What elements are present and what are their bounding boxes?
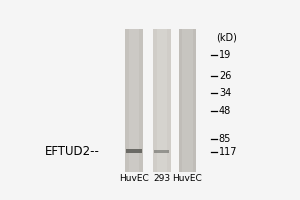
Text: (kD): (kD) xyxy=(216,33,237,43)
Text: 48: 48 xyxy=(219,106,231,116)
Bar xyxy=(179,29,196,172)
Text: 26: 26 xyxy=(219,71,231,81)
Text: HuvEC: HuvEC xyxy=(172,174,202,183)
Bar xyxy=(153,29,171,172)
Text: HuvEC: HuvEC xyxy=(119,174,149,183)
Bar xyxy=(129,29,139,172)
Bar xyxy=(182,29,193,172)
Bar xyxy=(126,149,142,153)
Bar xyxy=(154,150,170,153)
Text: 34: 34 xyxy=(219,88,231,98)
Bar xyxy=(157,29,167,172)
Text: 19: 19 xyxy=(219,50,231,60)
Text: EFTUD2--: EFTUD2-- xyxy=(44,145,99,158)
Text: 293: 293 xyxy=(153,174,170,183)
Text: 117: 117 xyxy=(219,147,237,157)
Text: 85: 85 xyxy=(219,134,231,144)
Bar xyxy=(125,29,143,172)
